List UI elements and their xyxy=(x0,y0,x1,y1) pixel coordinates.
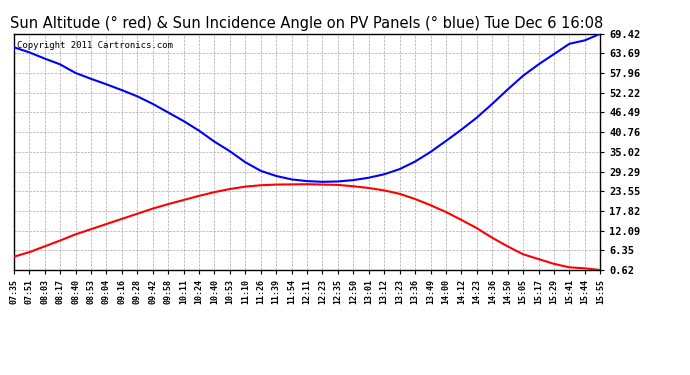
Text: Copyright 2011 Cartronics.com: Copyright 2011 Cartronics.com xyxy=(17,41,172,50)
Title: Sun Altitude (° red) & Sun Incidence Angle on PV Panels (° blue) Tue Dec 6 16:08: Sun Altitude (° red) & Sun Incidence Ang… xyxy=(10,16,604,31)
